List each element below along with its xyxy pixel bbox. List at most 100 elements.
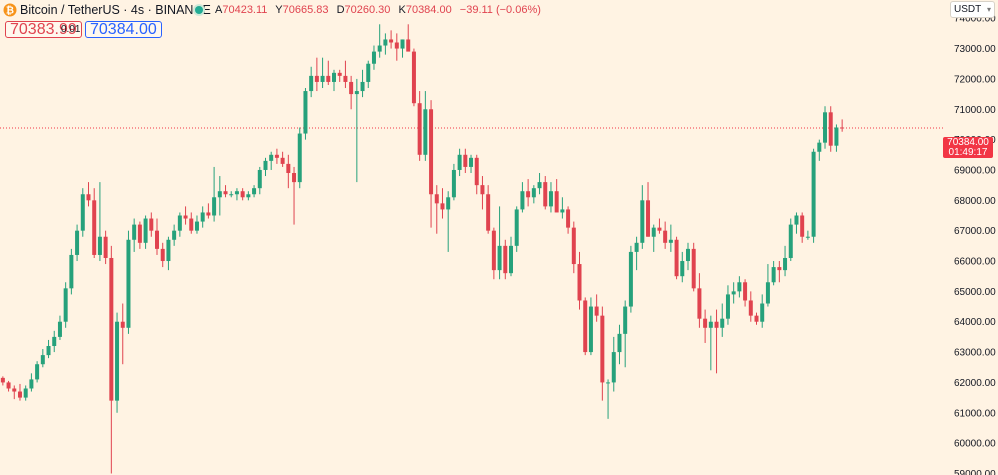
spread-value: 0.01 [61,24,81,35]
candle [349,75,354,110]
candle [206,203,211,219]
candle [406,24,411,52]
candle [257,166,262,195]
price-axis-label: 71000.00 [954,105,996,116]
candle [212,166,217,222]
candle [332,69,337,92]
candle [12,385,17,400]
candle [451,163,456,201]
candle [743,279,748,307]
candle [126,230,131,334]
candle [657,218,662,234]
last-price-value: 70384.00 [947,137,989,148]
candle [229,191,234,198]
candle [292,166,297,225]
candle [628,245,633,313]
candle [840,119,845,132]
ohlc-low-label: D [336,4,345,16]
candle [520,182,525,213]
candle [155,218,160,255]
price-axis-label: 60000.00 [954,439,996,450]
candle [805,230,810,240]
candle [314,57,319,92]
candle [234,188,239,201]
candle [823,106,828,149]
candle [303,88,308,140]
candle [337,69,342,82]
candle [508,236,513,277]
ask-price-button[interactable]: 70384.00 [85,21,162,38]
candle [714,309,719,374]
candle [17,383,22,401]
market-status-dot-icon [195,6,203,14]
candle [737,276,742,298]
candle [674,236,679,280]
candle [200,206,205,228]
symbol-title[interactable]: Bitcoin / TetherUS · 4s · BINANCE [20,3,211,17]
bitcoin-logo-icon: ₿ [3,3,17,17]
candle [537,173,542,195]
candle [137,221,142,249]
candle [429,100,434,228]
candle [588,297,593,356]
candle [594,294,599,322]
candle [446,191,451,252]
candle [731,282,736,304]
price-axis-label: 65000.00 [954,287,996,298]
candle [531,185,536,204]
candle [240,188,245,201]
candle [486,185,491,234]
candle [423,91,428,161]
candle [708,315,713,371]
candle [611,336,616,392]
candle [725,285,730,325]
candle [469,154,474,174]
candle [503,239,508,280]
candle [69,248,74,295]
price-axis-label: 67000.00 [954,226,996,237]
candle [571,221,576,274]
candle [434,185,439,234]
price-axis-label: 62000.00 [954,378,996,389]
candle [765,264,770,307]
chevron-down-icon: ▾ [986,5,991,14]
candle [697,273,702,328]
candle [274,148,279,164]
candle [326,60,331,85]
ohlc-low-value: 70260.30 [344,4,391,16]
ohlc-change: −39.11 (−0.06%) [459,4,541,16]
candle [463,148,468,174]
bid-price-button[interactable]: 70383.99 [5,21,82,38]
candle [103,230,108,265]
candle [354,78,359,183]
candle [394,33,399,61]
candle [189,212,194,234]
currency-select[interactable]: USDT ▾ [950,1,995,18]
candle [177,212,182,237]
candle [194,215,199,234]
candle [366,60,371,89]
price-axis-label: 74000.00 [954,14,996,25]
candle [371,45,376,70]
bar-countdown: 01:49:17 [948,147,988,158]
price-axis-label: 72000.00 [954,74,996,85]
candle [440,188,445,219]
candle [46,339,51,359]
candle [606,379,611,419]
last-price-label: 70384.00 01:49:17 [943,137,993,158]
candle [280,151,285,167]
candle [577,251,582,310]
price-axis-label: 69000.00 [954,165,996,176]
price-axis-label: 73000.00 [954,44,996,55]
candle [583,297,588,356]
candle [474,154,479,195]
candle [52,330,57,353]
candle [149,212,154,237]
candle [40,349,45,368]
candle [788,218,793,262]
candle [383,33,388,55]
ohlc-open-value: 70423.11 [222,4,268,16]
candle [691,242,696,292]
candle [115,312,120,413]
